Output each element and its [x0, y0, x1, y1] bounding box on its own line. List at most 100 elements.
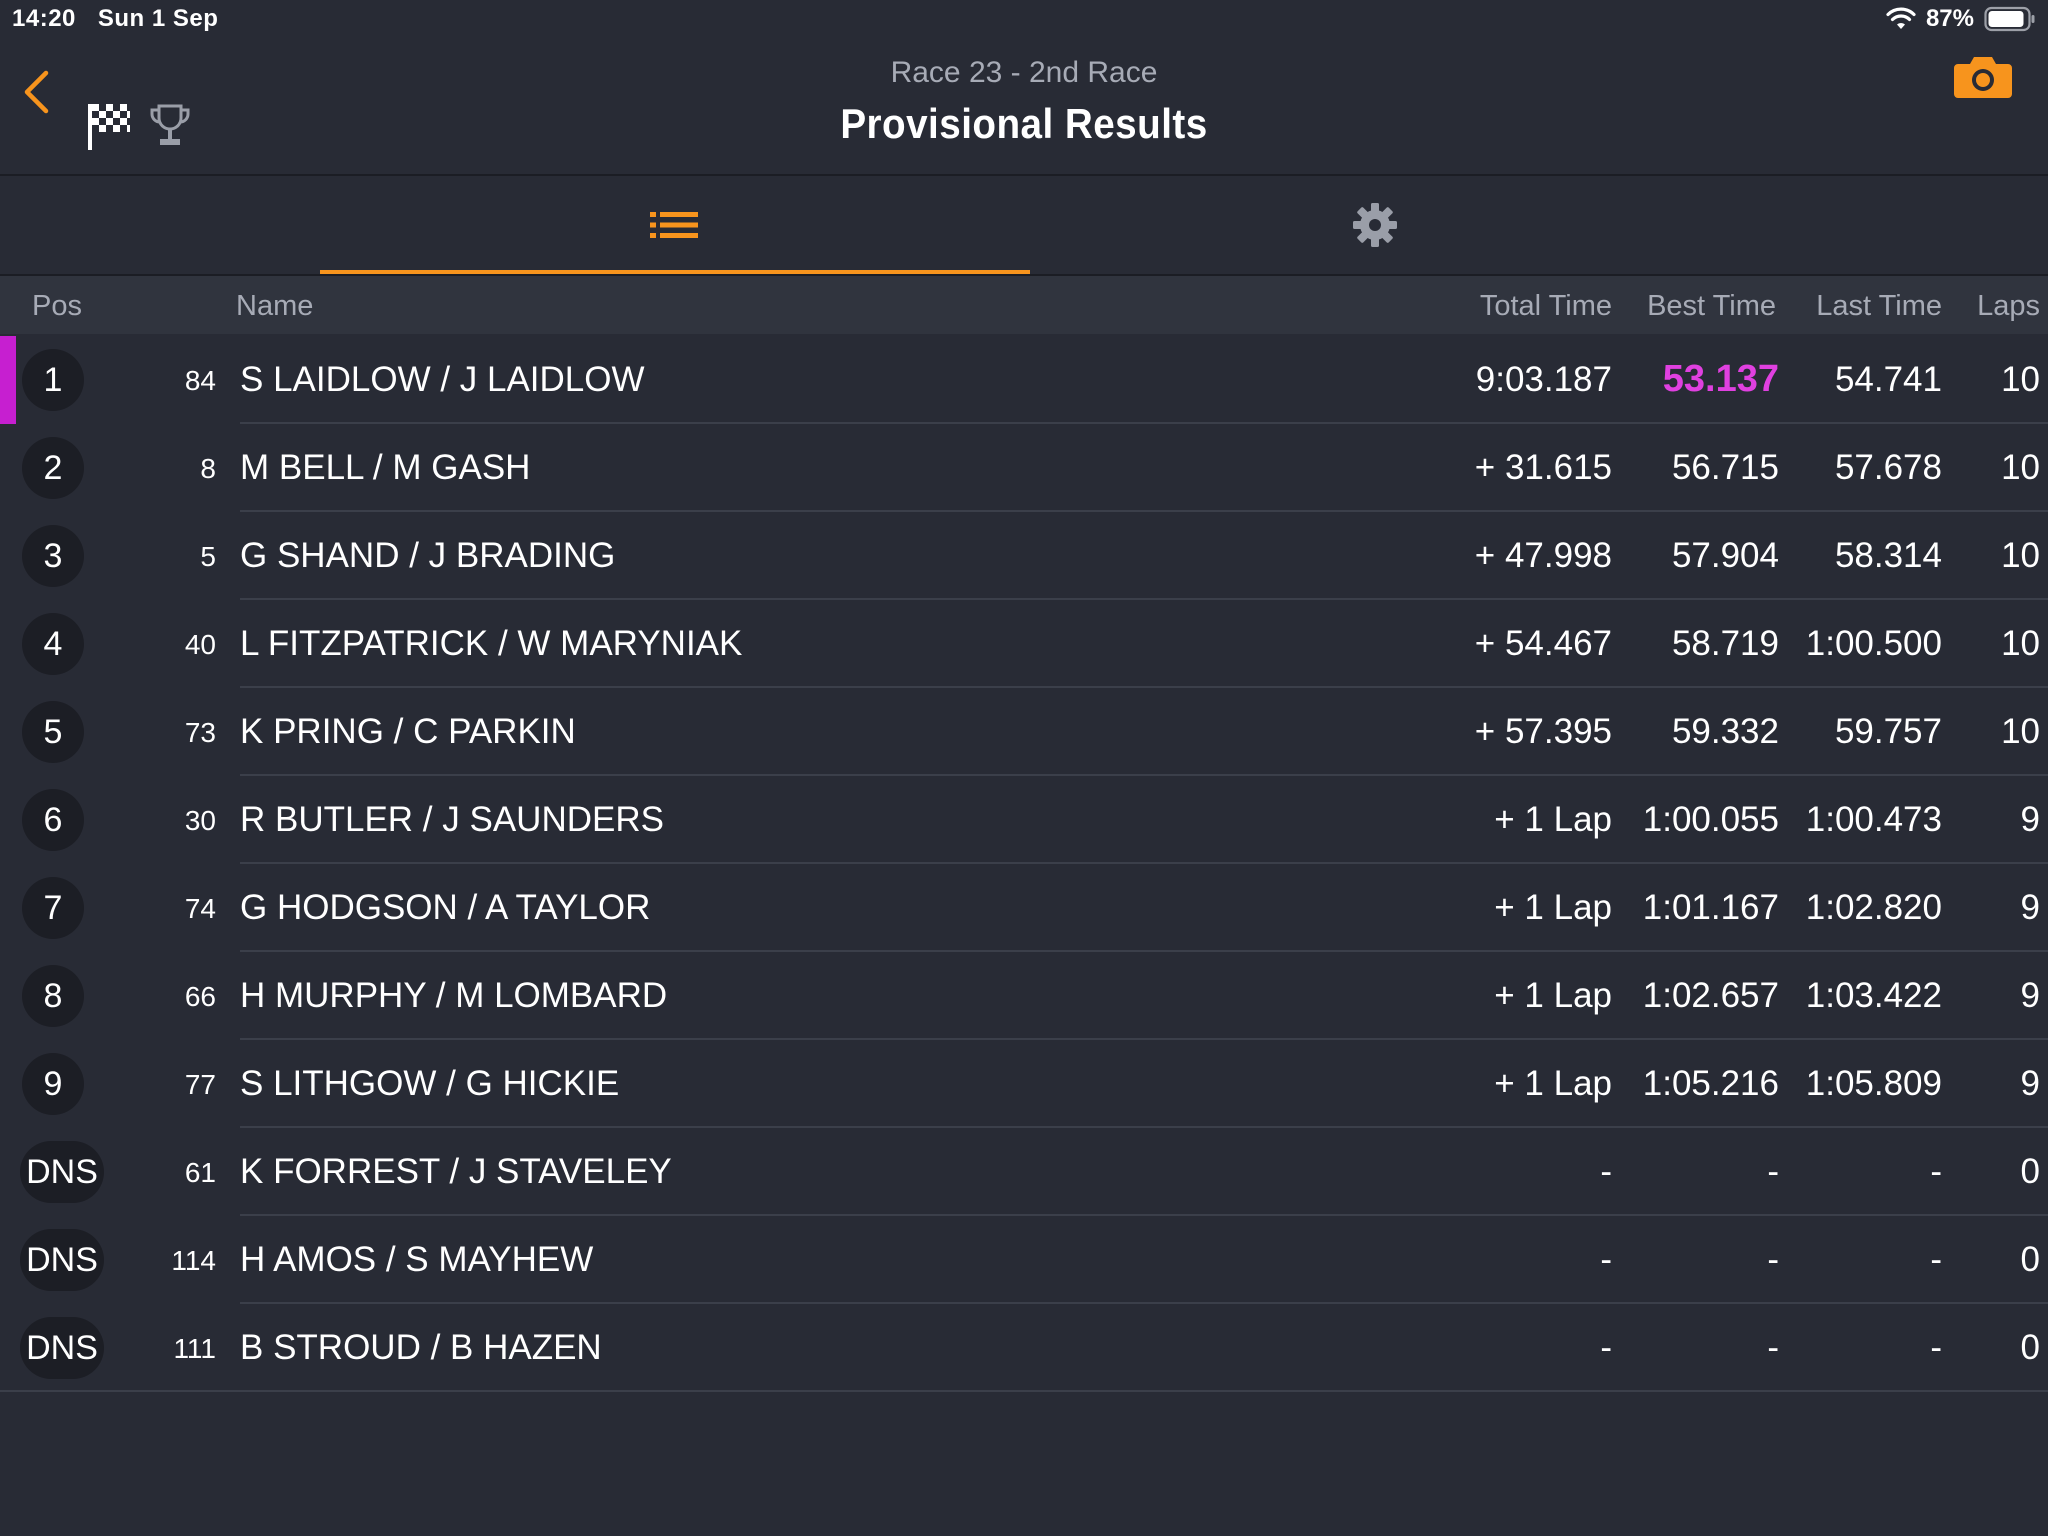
best-time: 53.137: [1662, 358, 1779, 400]
best-time: 57.904: [1671, 536, 1779, 575]
table-row[interactable]: 6 30 R BUTLER / J SAUNDERS + 1 Lap 1:00.…: [0, 776, 2048, 864]
total-time: + 31.615: [1474, 448, 1612, 487]
column-total-time: Total Time: [1479, 290, 1612, 322]
driver-name: H MURPHY / M LOMBARD: [240, 976, 668, 1015]
last-time: 1:02.820: [1805, 888, 1942, 927]
last-time: -: [1930, 1240, 1942, 1279]
car-number: 77: [184, 1069, 216, 1100]
best-time: -: [1767, 1240, 1779, 1279]
status-time: 14:20: [12, 5, 76, 32]
car-number: 66: [184, 981, 216, 1012]
best-time: 1:02.657: [1642, 976, 1779, 1015]
best-time: -: [1767, 1328, 1779, 1367]
total-time: -: [1600, 1240, 1612, 1279]
best-time: 56.715: [1671, 448, 1779, 487]
camera-icon[interactable]: [1952, 52, 2014, 102]
total-time: -: [1600, 1328, 1612, 1367]
table-row[interactable]: 9 77 S LITHGOW / G HICKIE + 1 Lap 1:05.2…: [0, 1040, 2048, 1128]
car-number: 111: [173, 1333, 216, 1364]
column-name: Name: [236, 290, 314, 322]
last-time: 54.741: [1834, 360, 1942, 399]
position-badge: 2: [22, 437, 84, 499]
table-row[interactable]: DNS 114 H AMOS / S MAYHEW - - - 0: [0, 1216, 2048, 1304]
last-time: -: [1930, 1328, 1942, 1367]
tab-settings[interactable]: [1030, 176, 1720, 274]
car-number: 61: [184, 1157, 216, 1188]
best-time: 1:01.167: [1642, 888, 1779, 927]
car-number: 114: [171, 1245, 216, 1276]
column-header-row: Pos Name Total Time Best Time Last Time …: [0, 276, 2048, 334]
position-badge: 8: [22, 965, 84, 1027]
trophy-icon[interactable]: [148, 102, 192, 150]
tab-results-list[interactable]: [320, 176, 1030, 274]
last-time: 59.757: [1834, 712, 1942, 751]
laps: 0: [2020, 1328, 2040, 1367]
total-time: 9:03.187: [1475, 360, 1612, 399]
laps: 10: [2001, 536, 2040, 575]
laps: 9: [2020, 800, 2040, 839]
chequered-flag-icon[interactable]: [86, 100, 132, 152]
driver-name: B STROUD / B HAZEN: [240, 1328, 602, 1367]
position-badge: DNS: [20, 1229, 104, 1291]
position-badge: 3: [22, 525, 84, 587]
driver-name: S LITHGOW / G HICKIE: [240, 1064, 620, 1103]
position-badge: 1: [22, 349, 84, 411]
laps: 9: [2020, 888, 2040, 927]
position-badge: DNS: [20, 1317, 104, 1379]
results-table: 1 84 S LAIDLOW / J LAIDLOW 9:03.187 53.1…: [0, 336, 2048, 1392]
table-row[interactable]: 7 74 G HODGSON / A TAYLOR + 1 Lap 1:01.1…: [0, 864, 2048, 952]
battery-icon: [1984, 6, 2035, 32]
table-row[interactable]: 3 5 G SHAND / J BRADING + 47.998 57.904 …: [0, 512, 2048, 600]
fastest-lap-indicator: [0, 336, 16, 424]
car-number: 5: [200, 541, 216, 572]
driver-name: G HODGSON / A TAYLOR: [240, 888, 651, 927]
table-row[interactable]: DNS 61 K FORREST / J STAVELEY - - - 0: [0, 1128, 2048, 1216]
total-time: + 1 Lap: [1494, 976, 1612, 1015]
page-title: Provisional Results: [840, 100, 1208, 147]
last-time: -: [1930, 1152, 1942, 1191]
driver-name: G SHAND / J BRADING: [240, 536, 616, 575]
driver-name: L FITZPATRICK / W MARYNIAK: [240, 624, 743, 663]
best-time: -: [1767, 1152, 1779, 1191]
position-badge: 4: [22, 613, 84, 675]
last-time: 1:00.473: [1805, 800, 1942, 839]
laps: 9: [2020, 1064, 2040, 1103]
driver-name: M BELL / M GASH: [240, 448, 531, 487]
last-time: 1:05.809: [1805, 1064, 1942, 1103]
driver-name: R BUTLER / J SAUNDERS: [240, 800, 664, 839]
last-time: 1:03.422: [1805, 976, 1942, 1015]
total-time: + 1 Lap: [1494, 800, 1612, 839]
driver-name: K PRING / C PARKIN: [240, 712, 576, 751]
wifi-icon: [1886, 7, 1916, 29]
column-pos: Pos: [32, 290, 82, 322]
table-row[interactable]: 8 66 H MURPHY / M LOMBARD + 1 Lap 1:02.6…: [0, 952, 2048, 1040]
table-row[interactable]: 5 73 K PRING / C PARKIN + 57.395 59.332 …: [0, 688, 2048, 776]
battery-percent: 87%: [1925, 5, 1974, 32]
position-badge: 6: [22, 789, 84, 851]
laps: 10: [2001, 624, 2040, 663]
car-number: 40: [184, 629, 216, 660]
car-number: 74: [184, 893, 216, 924]
total-time: + 1 Lap: [1494, 888, 1612, 927]
table-row[interactable]: 1 84 S LAIDLOW / J LAIDLOW 9:03.187 53.1…: [0, 336, 2048, 424]
tab-bar: [0, 176, 2048, 276]
status-date: Sun 1 Sep: [97, 5, 219, 32]
back-button[interactable]: [14, 62, 58, 122]
driver-name: H AMOS / S MAYHEW: [240, 1240, 594, 1279]
table-row[interactable]: DNS 111 B STROUD / B HAZEN - - - 0: [0, 1304, 2048, 1392]
total-time: + 57.395: [1474, 712, 1612, 751]
laps: 0: [2020, 1152, 2040, 1191]
table-row[interactable]: 2 8 M BELL / M GASH + 31.615 56.715 57.6…: [0, 424, 2048, 512]
position-badge: 7: [22, 877, 84, 939]
car-number: 30: [184, 805, 216, 836]
car-number: 73: [184, 717, 216, 748]
laps: 0: [2020, 1240, 2040, 1279]
header: Race 23 - 2nd Race Provisional Results: [0, 40, 2048, 176]
chevron-left-icon: [24, 70, 49, 114]
best-time: 59.332: [1671, 712, 1779, 751]
last-time: 58.314: [1834, 536, 1942, 575]
column-laps: Laps: [1977, 290, 2040, 322]
status-bar: 14:20 Sun 1 Sep 87%: [0, 0, 2048, 40]
position-badge: DNS: [20, 1141, 104, 1203]
table-row[interactable]: 4 40 L FITZPATRICK / W MARYNIAK + 54.467…: [0, 600, 2048, 688]
